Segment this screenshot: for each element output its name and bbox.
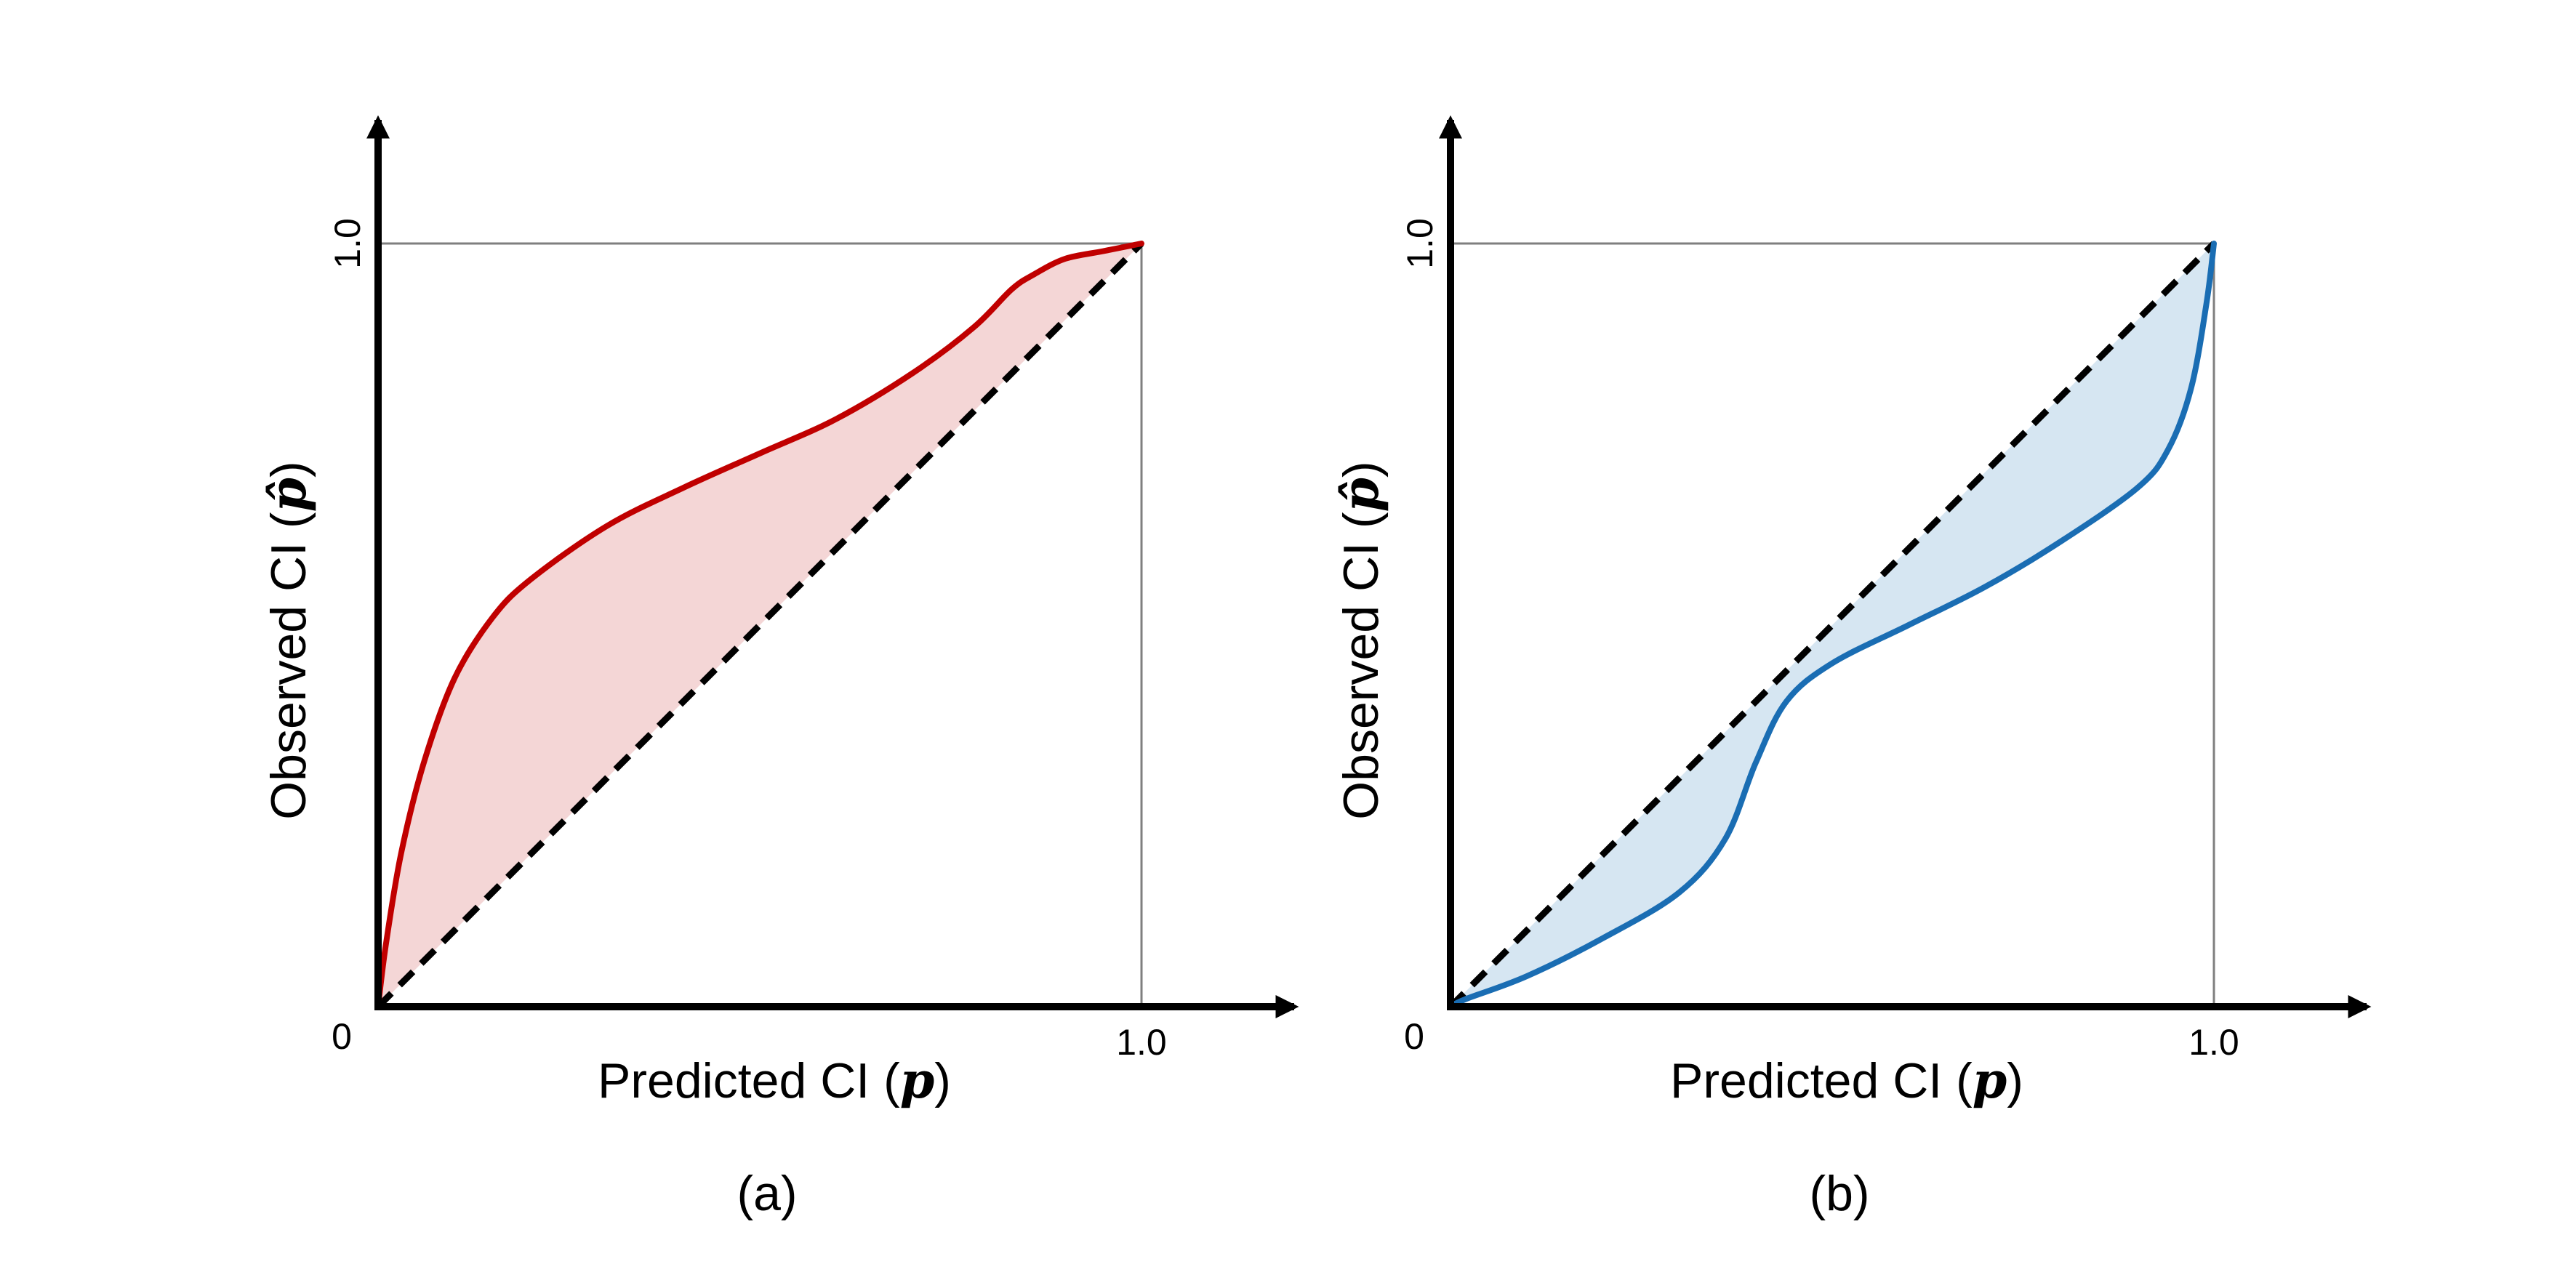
x-tick-max-b: 1.0 [2188, 1022, 2239, 1063]
x-axis-symbol-b: p [1973, 1052, 2007, 1110]
x-tick-origin-b: 0 [1404, 1016, 1424, 1057]
x-tick-origin-a: 0 [332, 1016, 352, 1057]
y-axis-paren-close-b: ) [1333, 461, 1389, 478]
caption-b: (b) [1809, 1166, 1869, 1221]
x-axis-paren-open-b: ( [1942, 1053, 1973, 1108]
y-tick-max-a: 1.0 [327, 218, 368, 269]
y-tick-max-b: 1.0 [1400, 218, 1440, 269]
y-axis-paren-open-a: ( [261, 512, 316, 542]
x-axis-paren-close-a: ) [934, 1053, 951, 1108]
y-axis-label-b: Observed CI [1333, 542, 1389, 820]
x-axis-paren-close-b: ) [2007, 1053, 2023, 1108]
y-axis-paren-open-b: ( [1333, 512, 1389, 542]
reference-diagonal-a [375, 241, 1144, 1010]
calibration-curve-b [1448, 241, 2217, 1010]
y-axis-label-a: Observed CI [261, 542, 316, 820]
x-axis-label-a: Predicted CI [598, 1053, 870, 1108]
y-axis-symbol-a: p̂ [260, 478, 318, 512]
y-axis-symbol-b: p̂ [1332, 478, 1390, 512]
y-axis-title-b: Observed CI (p̂) [1332, 461, 1390, 819]
x-axis-symbol-a: p [900, 1052, 935, 1110]
x-tick-max-a: 1.0 [1116, 1022, 1167, 1063]
y-axis-title-a: Observed CI (p̂) [260, 461, 318, 819]
reference-diagonal-b [1448, 241, 2217, 1010]
x-axis-title-a: Predicted CI (p) [598, 1052, 951, 1110]
x-axis-title-b: Predicted CI (p) [1670, 1052, 2023, 1110]
panel-a: 0 1.0 1.0 Predicted CI (p) Observed CI (… [260, 115, 1299, 1221]
y-axis-paren-close-a: ) [261, 461, 316, 478]
caption-a: (a) [737, 1166, 797, 1221]
panel-b: 0 1.0 1.0 Predicted CI (p) Observed CI (… [1332, 115, 2372, 1221]
calibration-curve-a [375, 241, 1144, 1010]
x-axis-label-b: Predicted CI [1670, 1053, 1942, 1108]
x-axis-paren-open-a: ( [870, 1053, 900, 1108]
